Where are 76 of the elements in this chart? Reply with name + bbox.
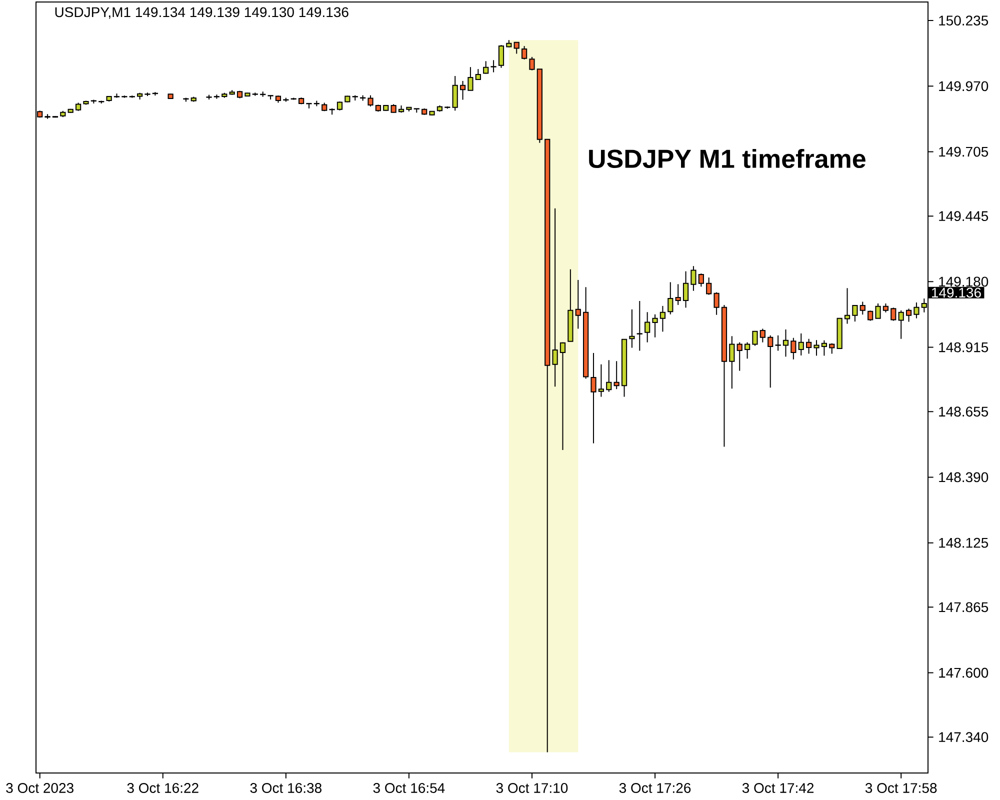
x-tick-label: 3 Oct 16:54 — [373, 783, 445, 793]
text: 149.136 — [932, 288, 981, 298]
candlestick — [636, 300, 642, 352]
candlestick — [490, 60, 496, 73]
candlestick — [798, 332, 804, 356]
x-tick-label: 3 Oct 16:22 — [127, 783, 198, 793]
candlestick — [729, 336, 735, 390]
candlestick — [890, 307, 896, 322]
candlestick — [898, 310, 904, 340]
candlestick — [598, 364, 604, 398]
x-tick-label: 3 Oct 17:26 — [619, 783, 691, 793]
x-tick-label: 3 Oct 2023 — [6, 783, 74, 793]
candlestick — [560, 342, 566, 450]
y-tick-label: 147.340 — [939, 732, 988, 742]
y-tick-label: 149.705 — [939, 146, 988, 157]
candlestick — [460, 80, 466, 100]
y-tick-label: 147.865 — [939, 602, 988, 612]
candlestick — [475, 68, 481, 80]
y-tick-label: 149.970 — [939, 81, 988, 92]
candlestick — [706, 276, 712, 296]
candlestick — [736, 342, 742, 372]
candlestick — [590, 352, 596, 444]
candlestick — [906, 308, 912, 322]
x-tick-label: 3 Oct 17:58 — [865, 783, 937, 793]
candlestick — [690, 266, 696, 292]
candlestick — [806, 338, 812, 354]
candlestick — [775, 334, 781, 352]
candlestick — [714, 292, 720, 316]
candlestick — [821, 340, 827, 356]
candlestick — [521, 46, 528, 60]
y-tick-label: 148.390 — [939, 472, 988, 482]
candlestick — [768, 334, 774, 388]
candlestick — [860, 301, 866, 316]
y-tick-label: 148.125 — [939, 538, 988, 548]
candlestick — [682, 270, 689, 308]
candlestick — [498, 44, 504, 68]
y-tick-label: 149.180 — [939, 276, 988, 287]
candlestick — [814, 340, 820, 356]
x-tick-label: 3 Oct 17:10 — [496, 783, 568, 793]
candlestick — [529, 56, 535, 71]
candlestick — [468, 66, 474, 92]
candlestick — [614, 360, 620, 390]
candlestick — [452, 75, 458, 112]
candlestick — [698, 273, 704, 288]
y-tick-label: 148.655 — [939, 406, 988, 417]
x-tick-label: 3 Oct 16:38 — [250, 783, 322, 793]
candlestick — [844, 288, 850, 324]
y-tick-label: 150.235 — [939, 16, 988, 26]
x-tick-label: 3 Oct 17:42 — [742, 783, 814, 793]
candlestick — [652, 314, 658, 338]
candlestick — [575, 279, 581, 330]
candlestick — [790, 337, 796, 360]
candlestick — [644, 312, 650, 343]
candlestick — [514, 42, 520, 54]
chart-title: USDJPY,M1 149.134 149.139 149.130 149.136 — [55, 7, 348, 19]
candlestick — [629, 308, 635, 348]
candlestick — [875, 302, 881, 319]
candlestick — [660, 305, 666, 332]
candlestick — [606, 360, 612, 392]
y-tick-label: 147.600 — [939, 668, 988, 678]
candlestick — [752, 330, 758, 346]
y-tick-label: 148.915 — [939, 342, 988, 352]
candlestick — [368, 94, 374, 107]
candlestick — [668, 282, 674, 315]
candlestick — [552, 208, 558, 388]
candlestick — [483, 60, 489, 74]
y-tick-label: 149.445 — [939, 211, 988, 222]
candlestick — [782, 328, 789, 358]
candlestick — [868, 310, 874, 322]
candlestick — [744, 342, 750, 360]
candlestick — [829, 342, 835, 354]
candlestick — [914, 302, 920, 319]
candlestick — [760, 328, 766, 343]
annotation: USDJPY M1 timeframe — [589, 148, 866, 168]
candlestick — [852, 304, 858, 322]
candlestick — [675, 284, 681, 306]
